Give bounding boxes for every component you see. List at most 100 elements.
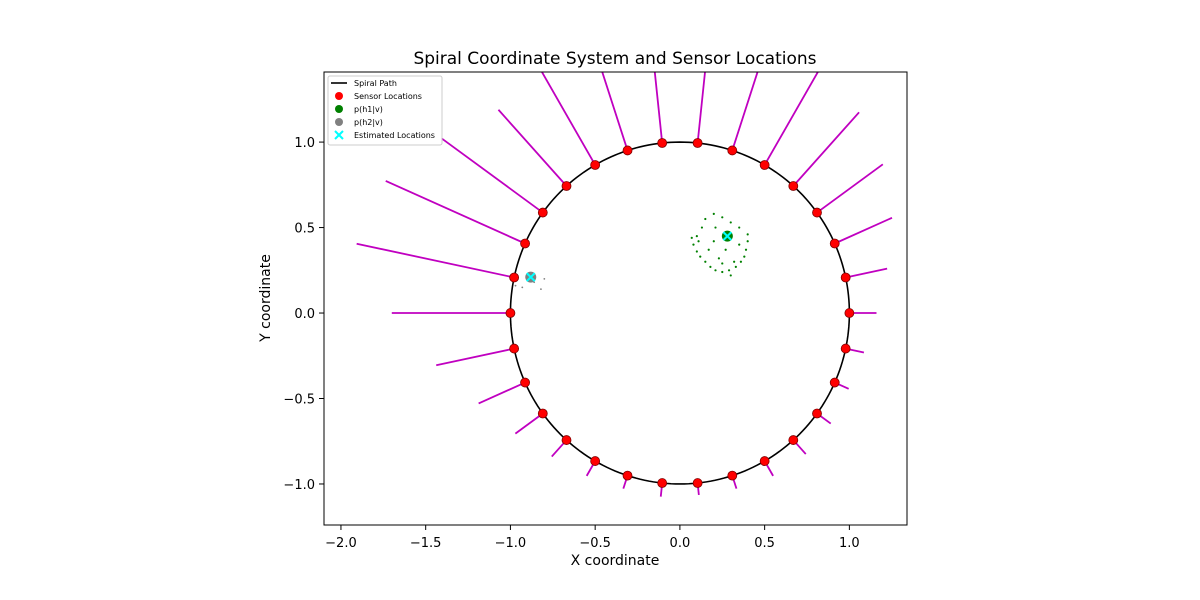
legend-swatch-dot (335, 118, 343, 126)
measurement-ray (834, 216, 893, 245)
posterior-h1-point (717, 257, 720, 260)
y-tick-label: 0.0 (294, 307, 315, 322)
legend: Spiral Path Sensor Locations p(h1|v) p(h2|v… (327, 75, 443, 146)
posterior-h1-point (709, 265, 712, 268)
sensor-location-point (537, 408, 548, 419)
sensor-location-point (727, 470, 738, 481)
measurement-ray (440, 137, 544, 214)
posterior-h1-point (695, 235, 698, 238)
sensor-location-point (657, 478, 668, 488)
sensor-location-point (520, 377, 530, 388)
x-axis-label: X coordinate (571, 553, 660, 569)
posterior-h1-point (714, 226, 717, 229)
y-axis-label: Y coordinate (258, 254, 274, 343)
posterior-h1-point (704, 217, 707, 221)
sensor-location-point (622, 145, 633, 156)
posterior-h1-point (714, 269, 717, 272)
measurement-ray (816, 163, 884, 214)
axes-frame (323, 71, 908, 526)
x-tick-label: 1.0 (839, 536, 860, 551)
legend-label: Estimated Locations (354, 131, 435, 140)
posterior-h1-point (738, 226, 741, 229)
posterior-h1-point (721, 270, 724, 274)
measurement-ray (731, 72, 759, 151)
posterior-h1-point (695, 250, 698, 253)
x-tick-label: −1.5 (410, 536, 442, 551)
sensor-location-point (788, 435, 799, 445)
sensor-location-point (520, 238, 530, 249)
x-tick-label: −2.0 (325, 536, 357, 551)
posterior-h1-point (739, 260, 743, 263)
sensor-location-point (692, 138, 703, 148)
legend-label: Spiral Path (354, 79, 397, 88)
measurement-ray (696, 72, 706, 144)
posterior-h1-point (746, 233, 749, 236)
sensor-location-point (812, 207, 822, 218)
posterior-h1-point (727, 269, 731, 272)
posterior-h1-point (738, 243, 741, 246)
legend-swatch-dot (335, 105, 343, 113)
posterior-h1-point (692, 243, 695, 246)
posterior-h2-point (521, 286, 524, 289)
sensor-location-point (727, 145, 738, 156)
legend-swatch-x (334, 130, 344, 140)
posterior-h1-point (721, 216, 724, 219)
posterior-h1-point (729, 274, 732, 277)
measurement-ray (385, 180, 526, 245)
sensor-location-point (505, 308, 516, 318)
y-tick-label: 1.0 (294, 136, 315, 151)
measurement-ray (497, 109, 568, 187)
posterior-h2-point (540, 288, 542, 290)
sensor-location-point (840, 272, 851, 283)
axis-ticks: −2.0 −1.5 −1.0 −0.5 0.0 0.5 1.0 −1.0 −0.5 0.0 0.5 1… (283, 136, 859, 551)
sensor-location-point (657, 138, 668, 148)
sensor-location-point (537, 207, 548, 218)
estimated-location-marker (526, 272, 536, 282)
measurement-ray (601, 72, 629, 151)
posterior-h1-point (744, 248, 748, 251)
sensor-location-point (759, 456, 770, 466)
posterior-h1-point (733, 260, 736, 263)
x-tick-label: −0.5 (579, 536, 611, 551)
sensor-location-point (829, 238, 840, 249)
posterior-h1-point (707, 248, 710, 251)
sensor-location-point (788, 181, 799, 191)
sensor-location-point (692, 478, 703, 488)
measurement-ray (763, 72, 819, 166)
sensor-location-point (844, 308, 855, 318)
estimated-location-marker (722, 231, 733, 241)
sensor-location-point (759, 160, 770, 170)
measurement-ray (653, 72, 664, 144)
chart-title: Spiral Coordinate System and Sensor Loca… (413, 49, 816, 69)
x-tick-label: 0.5 (754, 536, 775, 551)
posterior-h1-point (690, 236, 693, 239)
posterior-h1-point (704, 260, 707, 263)
measurement-ray (792, 111, 860, 187)
plot-area (356, 72, 893, 497)
posterior-h2-point (543, 277, 546, 280)
posterior-h1-point (697, 240, 700, 243)
posterior-h2-point (533, 281, 536, 284)
posterior-h1-point (743, 255, 746, 258)
posterior-h1-point (721, 262, 724, 265)
posterior-h1-point (724, 248, 727, 251)
measurement-ray (478, 381, 526, 405)
measurement-ray (436, 347, 515, 367)
sensor-location-point (622, 470, 633, 481)
x-tick-label: 0.0 (670, 536, 691, 551)
measurement-ray (540, 72, 596, 166)
measurement-ray (845, 267, 888, 279)
sensor-location-point (509, 343, 520, 354)
sensor-location-point (829, 377, 840, 388)
posterior-h1-point (734, 265, 737, 268)
y-tick-label: 0.5 (294, 222, 315, 237)
posterior-h1-point (746, 240, 749, 243)
sensor-location-point (509, 272, 520, 283)
sensor-location-point (590, 456, 601, 466)
legend-swatch-dot (335, 92, 343, 100)
measurement-ray (514, 412, 544, 435)
posterior-h1-point (700, 226, 704, 229)
y-tick-label: −1.0 (283, 478, 315, 493)
posterior-h1-point (699, 255, 702, 258)
